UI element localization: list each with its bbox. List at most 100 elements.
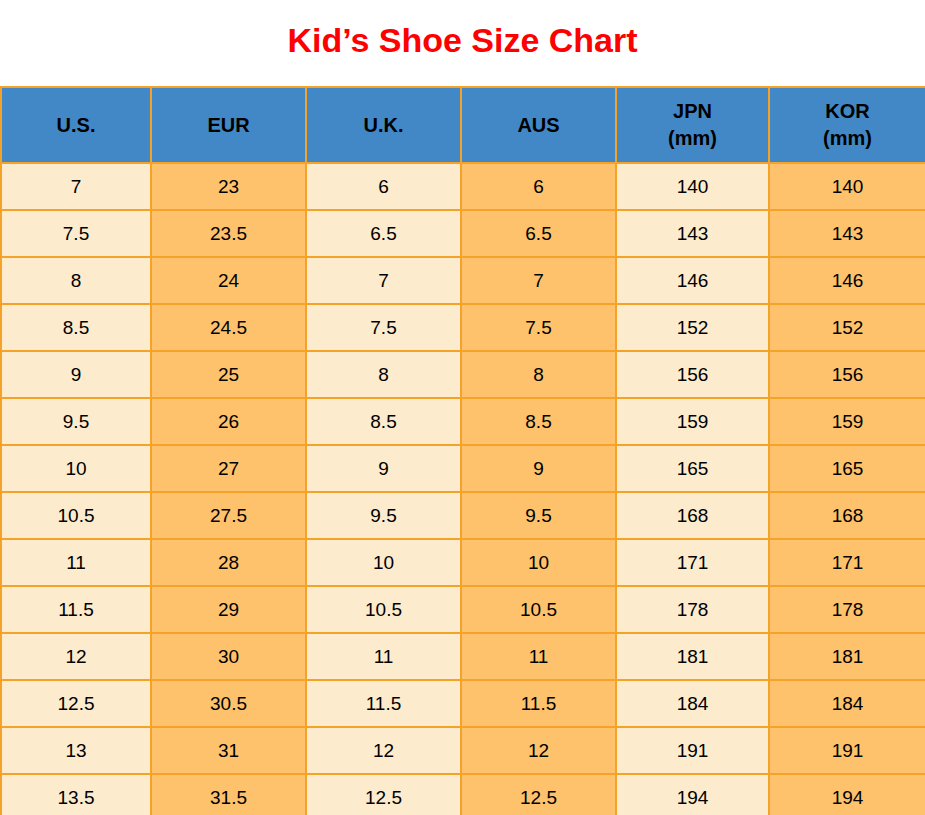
table-cell: 11 <box>461 633 616 680</box>
table-row: 11.52910.510.5178178 <box>1 586 925 633</box>
header-cell-us: U.S. <box>1 87 151 163</box>
table-cell: 10.5 <box>1 492 151 539</box>
table-cell: 7 <box>1 163 151 210</box>
table-row: 82477146146 <box>1 257 925 304</box>
table-cell: 7.5 <box>1 210 151 257</box>
table-row: 102799165165 <box>1 445 925 492</box>
header-row: U.S.EURU.K.AUSJPN(mm)KOR(mm) <box>1 87 925 163</box>
table-cell: 10 <box>306 539 461 586</box>
header-cell-sub: (mm) <box>770 125 925 152</box>
table-cell: 10.5 <box>306 586 461 633</box>
table-cell: 10 <box>1 445 151 492</box>
table-cell: 11 <box>1 539 151 586</box>
table-cell: 146 <box>769 257 925 304</box>
table-cell: 12 <box>1 633 151 680</box>
table-row: 92588156156 <box>1 351 925 398</box>
table-row: 10.527.59.59.5168168 <box>1 492 925 539</box>
header-cell-sub: (mm) <box>617 125 768 152</box>
header-cell-label: U.S. <box>2 112 150 139</box>
table-cell: 11.5 <box>1 586 151 633</box>
table-cell: 9 <box>461 445 616 492</box>
table-cell: 8.5 <box>461 398 616 445</box>
table-cell: 9.5 <box>1 398 151 445</box>
table-cell: 12 <box>461 727 616 774</box>
table-cell: 9 <box>1 351 151 398</box>
table-cell: 6 <box>306 163 461 210</box>
table-cell: 8 <box>461 351 616 398</box>
table-row: 72366140140 <box>1 163 925 210</box>
table-cell: 181 <box>616 633 769 680</box>
table-cell: 27.5 <box>151 492 306 539</box>
table-cell: 159 <box>769 398 925 445</box>
table-cell: 181 <box>769 633 925 680</box>
table-cell: 8 <box>1 257 151 304</box>
header-cell-label: EUR <box>152 112 305 139</box>
table-cell: 31.5 <box>151 774 306 815</box>
table-cell: 7 <box>461 257 616 304</box>
table-cell: 191 <box>769 727 925 774</box>
table-cell: 168 <box>769 492 925 539</box>
table-cell: 30.5 <box>151 680 306 727</box>
table-cell: 171 <box>616 539 769 586</box>
table-row: 12.530.511.511.5184184 <box>1 680 925 727</box>
header-cell-eur: EUR <box>151 87 306 163</box>
table-row: 12301111181181 <box>1 633 925 680</box>
table-cell: 12.5 <box>1 680 151 727</box>
table-cell: 29 <box>151 586 306 633</box>
table-row: 8.524.57.57.5152152 <box>1 304 925 351</box>
table-cell: 24 <box>151 257 306 304</box>
header-cell-label: KOR <box>770 98 925 125</box>
table-cell: 11 <box>306 633 461 680</box>
table-cell: 12 <box>306 727 461 774</box>
table-cell: 26 <box>151 398 306 445</box>
header-cell-kor: KOR(mm) <box>769 87 925 163</box>
table-cell: 12.5 <box>461 774 616 815</box>
table-row: 13311212191191 <box>1 727 925 774</box>
table-cell: 8.5 <box>1 304 151 351</box>
table-body: 723661401407.523.56.56.51431438247714614… <box>1 163 925 815</box>
table-cell: 9.5 <box>306 492 461 539</box>
table-cell: 184 <box>616 680 769 727</box>
table-cell: 7.5 <box>461 304 616 351</box>
table-cell: 31 <box>151 727 306 774</box>
table-cell: 6.5 <box>306 210 461 257</box>
table-cell: 140 <box>616 163 769 210</box>
table-cell: 23 <box>151 163 306 210</box>
table-cell: 24.5 <box>151 304 306 351</box>
table-header: U.S.EURU.K.AUSJPN(mm)KOR(mm) <box>1 87 925 163</box>
table-row: 13.531.512.512.5194194 <box>1 774 925 815</box>
header-cell-label: U.K. <box>307 112 460 139</box>
table-cell: 13 <box>1 727 151 774</box>
table-cell: 159 <box>616 398 769 445</box>
table-cell: 11.5 <box>306 680 461 727</box>
table-cell: 152 <box>769 304 925 351</box>
table-cell: 156 <box>616 351 769 398</box>
table-cell: 6 <box>461 163 616 210</box>
shoe-size-table: U.S.EURU.K.AUSJPN(mm)KOR(mm) 72366140140… <box>0 86 925 815</box>
header-cell-label: JPN <box>617 98 768 125</box>
table-cell: 6.5 <box>461 210 616 257</box>
table-cell: 27 <box>151 445 306 492</box>
table-cell: 8 <box>306 351 461 398</box>
table-cell: 10 <box>461 539 616 586</box>
table-cell: 143 <box>769 210 925 257</box>
table-cell: 184 <box>769 680 925 727</box>
table-cell: 10.5 <box>461 586 616 633</box>
table-row: 9.5268.58.5159159 <box>1 398 925 445</box>
header-cell-label: AUS <box>462 112 615 139</box>
table-cell: 194 <box>769 774 925 815</box>
table-cell: 168 <box>616 492 769 539</box>
table-cell: 156 <box>769 351 925 398</box>
table-cell: 28 <box>151 539 306 586</box>
table-row: 11281010171171 <box>1 539 925 586</box>
table-cell: 171 <box>769 539 925 586</box>
table-cell: 146 <box>616 257 769 304</box>
header-cell-aus: AUS <box>461 87 616 163</box>
table-cell: 140 <box>769 163 925 210</box>
table-cell: 11.5 <box>461 680 616 727</box>
table-cell: 7.5 <box>306 304 461 351</box>
page-title: Kid’s Shoe Size Chart <box>0 0 925 86</box>
table-cell: 165 <box>616 445 769 492</box>
table-cell: 152 <box>616 304 769 351</box>
table-cell: 9 <box>306 445 461 492</box>
